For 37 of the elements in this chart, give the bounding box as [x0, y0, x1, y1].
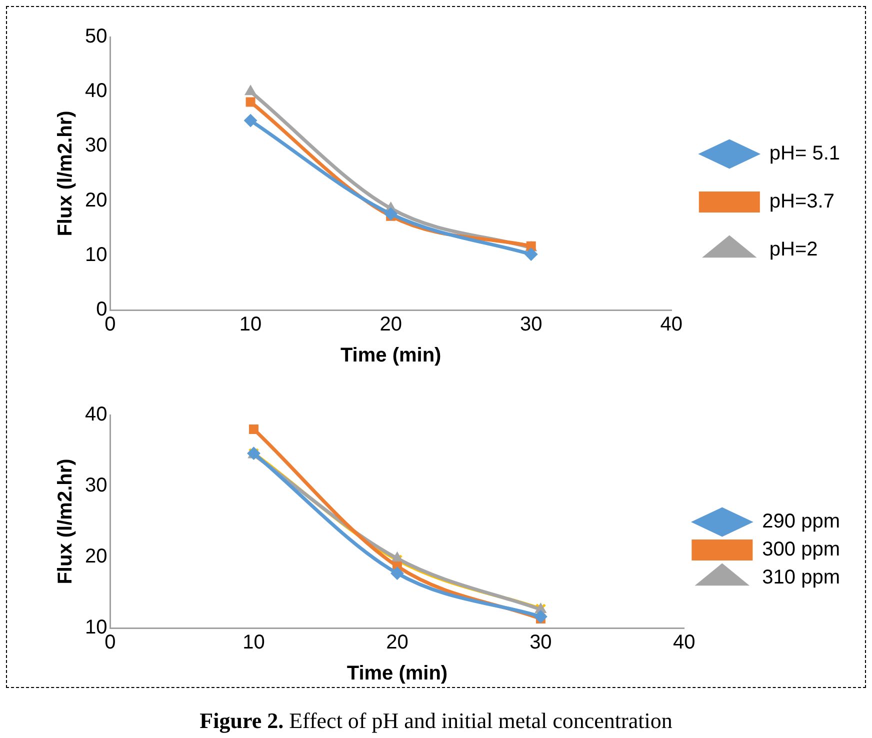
y-tick-label: 20 [84, 546, 108, 568]
y-tick-label: 30 [84, 474, 108, 497]
x-tick-label: 30 [520, 314, 542, 336]
legend-label: 310 ppm [762, 566, 840, 589]
y-tick-label: 40 [84, 404, 108, 426]
point [244, 114, 258, 128]
caption: Figure 2. [200, 708, 284, 733]
x-axis-title: Time (min) [346, 662, 448, 685]
y-tick-label: 20 [84, 189, 108, 212]
x-tick-label: 20 [386, 632, 408, 654]
point [246, 97, 256, 107]
text: Effect of pH and initial metal concentration [288, 708, 672, 733]
point [390, 566, 404, 580]
x-tick-label: 40 [673, 632, 696, 654]
x-tick-label: 10 [239, 314, 262, 336]
legend-label: 300 ppm [762, 538, 840, 561]
x-axis-title: Time (min) [340, 344, 442, 367]
y-axis-title: Flux (l/m2.hr) [54, 110, 77, 236]
y-tick-label: 30 [84, 134, 108, 157]
legend-label: pH=3.7 [769, 190, 834, 213]
x-tick-label: 10 [242, 632, 265, 654]
point [244, 85, 256, 96]
point [534, 610, 548, 624]
point [524, 248, 538, 261]
point [248, 424, 258, 434]
legend-label: pH= 5.1 [769, 142, 840, 165]
point [384, 207, 398, 220]
x-tick-label: 30 [530, 632, 552, 654]
x-tick-label: 20 [380, 314, 402, 336]
point [392, 552, 403, 562]
x-tick-label: 40 [660, 314, 683, 336]
legend-label: pH=2 [769, 238, 818, 261]
y-tick-label: 10 [84, 244, 108, 266]
legend-label: 290 ppm [762, 510, 840, 533]
y-tick-label: 40 [84, 80, 108, 102]
y-tick-label: 50 [84, 26, 108, 48]
y-axis-title: Flux (l/m2.hr) [54, 458, 77, 584]
